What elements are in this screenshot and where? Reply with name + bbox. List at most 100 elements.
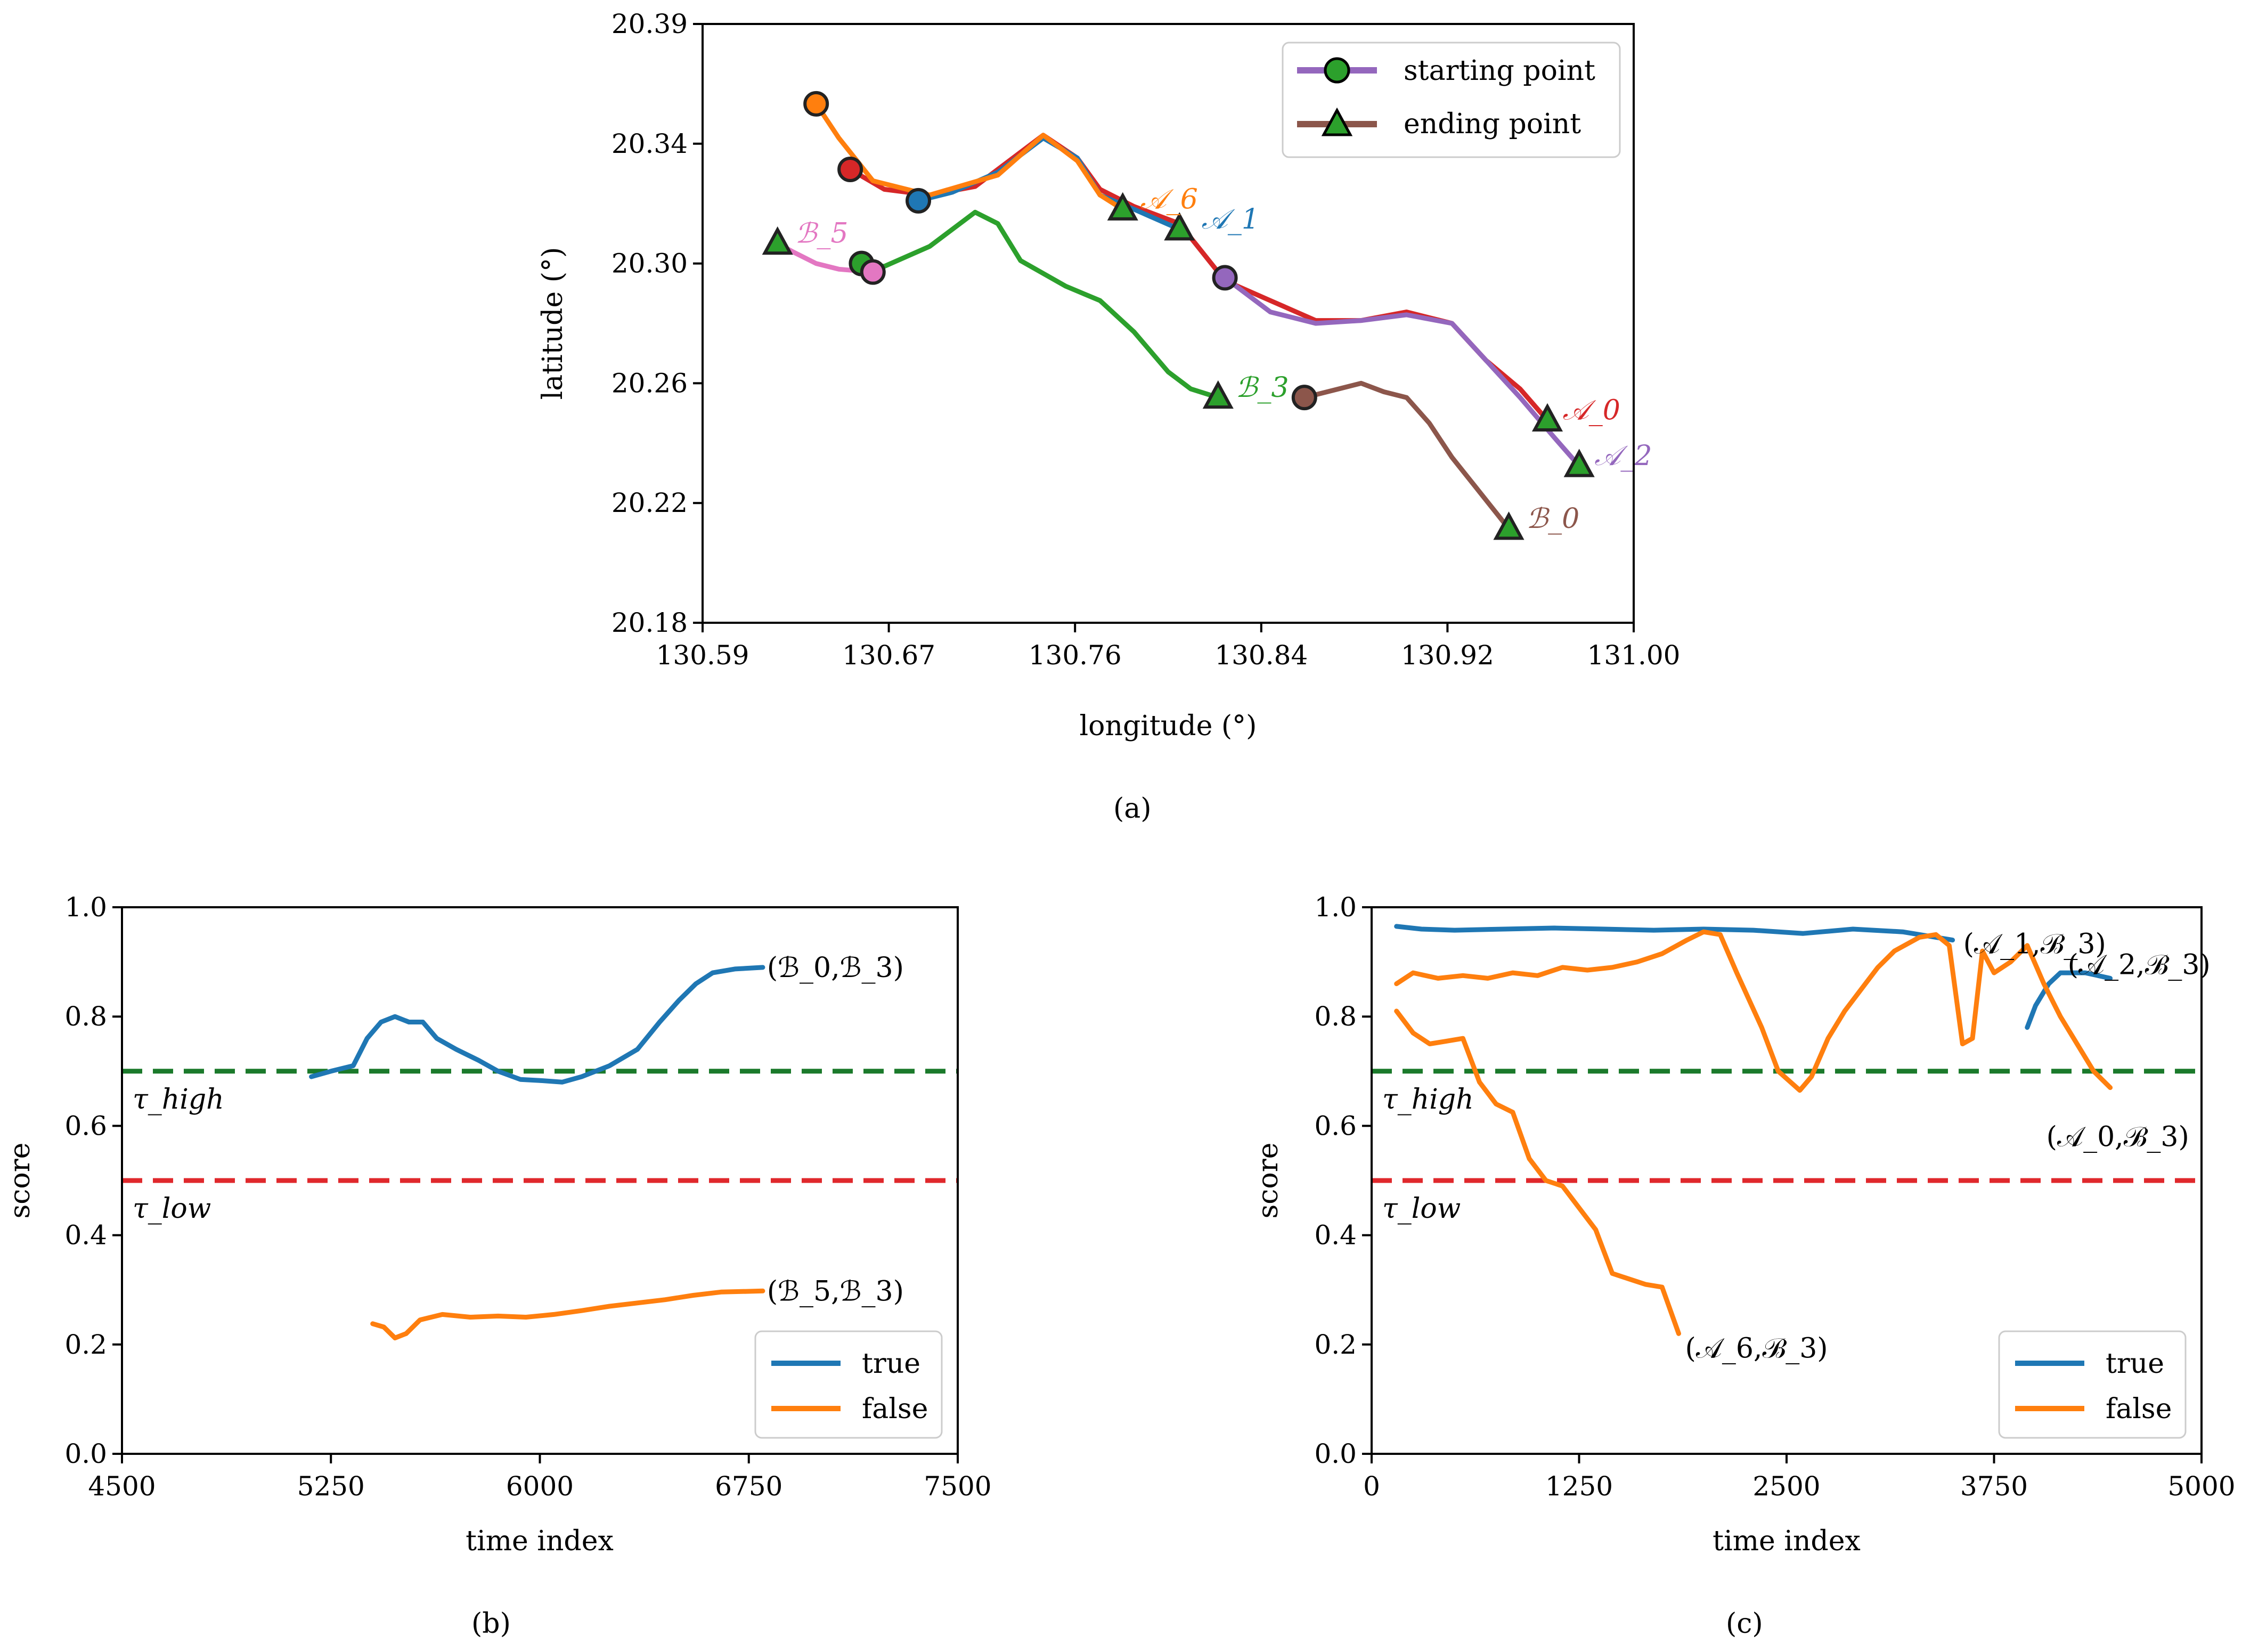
panel-b-ylabel: score [4,1143,36,1219]
y-tick-label: 20.22 [612,487,688,518]
panel-b: τ_high τ_low (ℬ_0,ℬ_3) (ℬ_5,ℬ_3) 4500 5250 6… [4,892,992,1640]
panel-b-legend: true false [754,1330,943,1439]
y-tick-label: 0.6 [1314,1110,1357,1141]
panel-b-thresholds: τ_high τ_low [122,1069,958,1225]
legend-label-false: false [862,1393,928,1425]
y-tick-label: 0.2 [1314,1329,1357,1360]
legend-label-true: true [862,1348,920,1380]
panel-b-labels: (ℬ_0,ℬ_3) (ℬ_5,ℬ_3) [767,952,904,1307]
panel-c: τ_high τ_low (𝒜_1,ℬ_3)(𝒜_2,ℬ_3)(𝒜_0,ℬ_3)(… [1252,892,2236,1640]
y-tick-label: 0.8 [64,1001,107,1032]
trajectory-0 [847,133,1550,423]
threshold-label-low: τ_low [133,1193,211,1225]
panel-a-labels: 𝒜_0 𝒜_1 𝒜_2 𝒜_6 ℬ_0 ℬ_3 ℬ_5 [795,183,1652,534]
panel-c-series [1394,924,2113,1336]
score-line-2-3 [2025,970,2113,1030]
x-tick-label: 130.76 [1029,640,1122,671]
series-label-3: ℬ_3 [1236,372,1289,404]
score-line-6-3 [1394,1008,1681,1336]
series-label-5-3: (ℬ_5,ℬ_3) [767,1275,904,1307]
end-marker-0 [1531,403,1563,432]
trajectory-6 [813,101,1126,212]
score-line-0-3 [309,965,765,1085]
y-tick-label: 20.30 [612,248,688,279]
trajectory-0 [1302,380,1511,531]
series-label-1: 𝒜_1 [1202,204,1259,235]
panel-a-markers [762,91,1595,540]
panel-c-legend: true false [1998,1330,2187,1439]
score-line-1-3 [1394,924,1955,943]
panel-a-frame [702,23,1635,624]
series-label-2: 𝒜_2 [1594,440,1652,472]
panel-c-thresholds: τ_high τ_low [1372,1069,2202,1225]
threshold-label-low: τ_low [1382,1193,1461,1225]
x-tick-label: 130.92 [1401,640,1494,671]
panel-b-ticks: 4500 5250 6000 6750 7500 0.0 0.2 0.4 0.6 0.8 1.0 [64,892,991,1502]
y-tick-label: 0.4 [64,1220,107,1251]
end-marker-5 [762,226,793,255]
end-marker-2 [1563,449,1595,477]
panel-a-series [775,101,1582,531]
panel-a: 𝒜_0 𝒜_1 𝒜_2 𝒜_6 ℬ_0 ℬ_3 ℬ_5 130.59 130.67 130.76… [537,9,1680,825]
series-label-6: 𝒜_6 [1140,183,1198,215]
y-tick-label: 1.0 [64,892,107,923]
x-tick-label: 130.59 [656,640,749,671]
series-label-0: ℬ_0 [1526,503,1579,535]
end-marker-3 [1202,380,1234,409]
x-tick-label: 131.00 [1587,640,1681,671]
legend-start-label: starting point [1404,55,1595,87]
x-tick-label: 7500 [924,1471,991,1502]
x-tick-label: 5250 [297,1471,365,1502]
x-tick-label: 130.67 [842,640,935,671]
panel-a-caption: (a) [1113,793,1152,825]
y-tick-label: 20.26 [612,368,688,398]
legend-end-marker [1321,107,1353,136]
y-tick-label: 0.0 [64,1438,107,1469]
panel-a-ticks: 130.59 130.67 130.76 130.84 130.92 131.00 20.1… [612,9,1681,671]
start-marker-0 [1291,385,1317,411]
series-label-0-3: (ℬ_0,ℬ_3) [767,952,904,984]
y-tick-label: 20.34 [612,128,688,159]
start-marker-2 [1212,265,1238,291]
x-tick-label: 2500 [1752,1471,1820,1502]
panel-b-series [309,965,765,1340]
start-marker-1 [906,188,932,214]
series-label-5: ℬ_5 [795,218,848,250]
panel-c-xlabel: time index [1713,1525,1861,1557]
y-tick-label: 20.18 [612,607,688,638]
legend-label-true: true [2106,1348,2164,1380]
trajectory-3 [859,209,1221,400]
panel-b-xlabel: time index [466,1525,614,1557]
y-tick-label: 0.8 [1314,1001,1357,1032]
start-marker-6 [803,91,829,117]
x-tick-label: 1250 [1545,1471,1613,1502]
panel-c-ylabel: score [1252,1143,1284,1219]
panel-b-caption: (b) [471,1608,511,1640]
threshold-label-high: τ_high [1382,1084,1474,1116]
threshold-label-high: τ_high [133,1084,224,1116]
y-tick-label: 0.6 [64,1110,107,1141]
y-tick-label: 1.0 [1314,892,1357,923]
y-tick-label: 0.0 [1314,1438,1357,1469]
end-marker-0 [1493,511,1524,540]
panel-c-ticks: 0 1250 2500 3750 5000 0.0 0.2 0.4 0.6 0.8 1.0 [1314,892,2235,1502]
x-tick-label: 3750 [1960,1471,2028,1502]
x-tick-label: 5000 [2167,1471,2235,1502]
x-tick-label: 6000 [506,1471,574,1502]
x-tick-label: 130.84 [1214,640,1308,671]
score-line-0-3 [1394,929,2113,1093]
end-marker-6 [1107,192,1138,221]
panel-c-labels: (𝒜_1,ℬ_3)(𝒜_2,ℬ_3) (𝒜_0,ℬ_3) (𝒜_6,ℬ_3) [1685,929,2210,1365]
legend-start-marker [1324,57,1350,84]
series-label-2-3: (𝒜_2,ℬ_3) [2068,949,2211,981]
series-label-1-3: (𝒜_1,ℬ_3) [1963,929,2106,961]
panel-a-xlabel: longitude (°) [1080,710,1257,742]
start-marker-5 [860,259,886,285]
y-tick-label: 0.2 [64,1329,107,1360]
series-label-0: 𝒜_0 [1563,395,1620,427]
panel-a-legend: starting point ending point [1282,42,1621,158]
panel-a-ylabel: latitude (°) [537,247,569,400]
y-tick-label: 0.4 [1314,1220,1357,1251]
start-marker-0 [837,156,863,182]
